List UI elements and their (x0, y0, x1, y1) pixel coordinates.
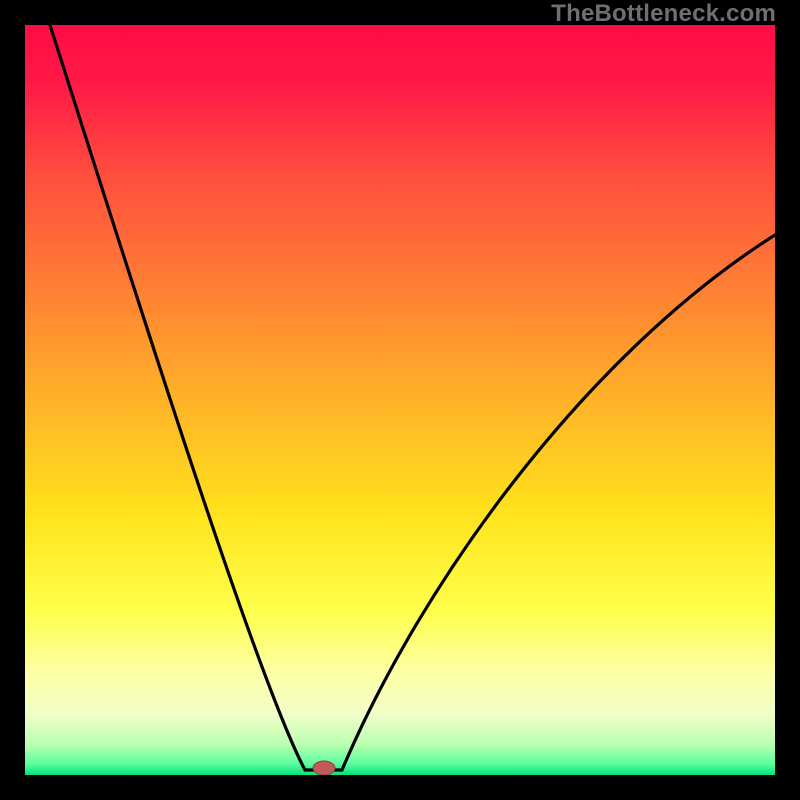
gradient-background (25, 25, 775, 775)
plot-svg (25, 25, 775, 775)
watermark-text: TheBottleneck.com (551, 0, 776, 28)
chart-frame: TheBottleneck.com (0, 0, 800, 800)
plot-area (25, 25, 775, 775)
optimal-point-marker (313, 761, 335, 775)
